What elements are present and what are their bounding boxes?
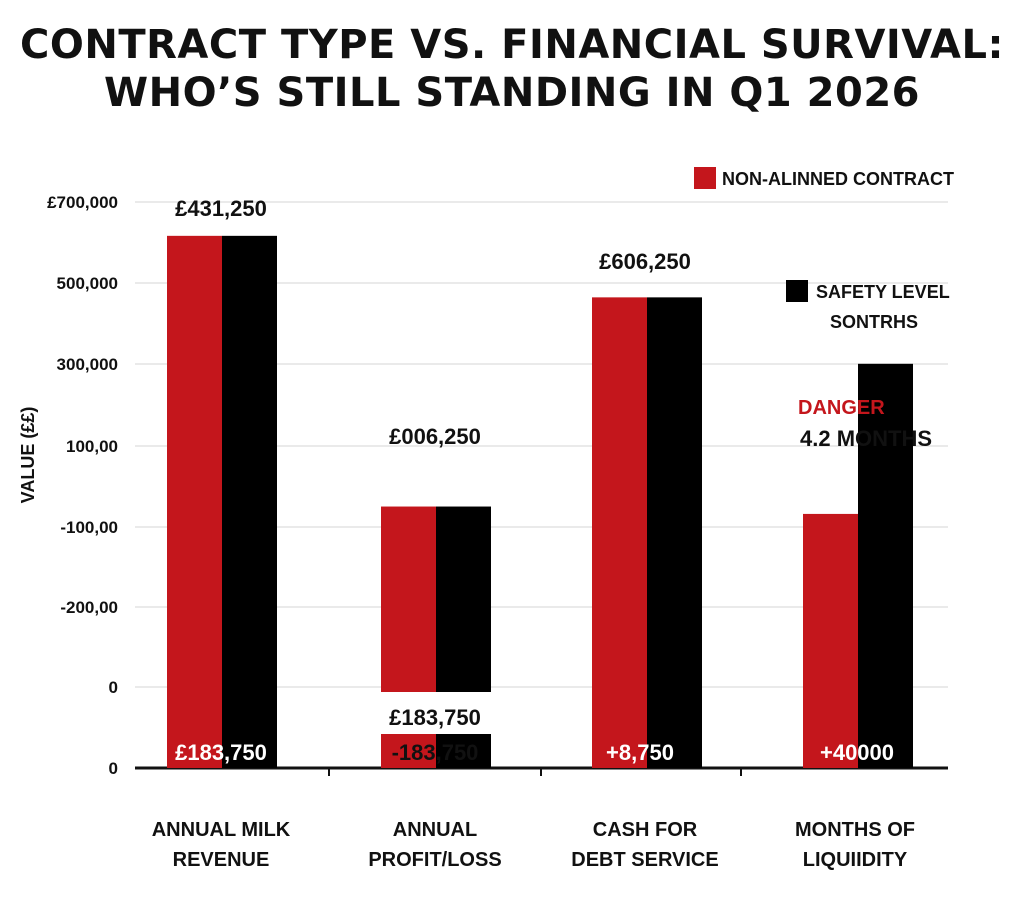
danger-label: DANGER [798,397,885,419]
y-tick-label: -100,00 [60,518,118,537]
bar-non-alinned-contract [803,513,858,768]
x-category-label: CASH FOR DEBT SERVICE [571,819,718,871]
profit-label-band [381,692,491,734]
y-tick-label: 100,00 [66,437,118,456]
bar-safety-level [647,297,702,768]
value-label-top: £431,250 [175,196,267,221]
y-tick-label: 300,000 [57,355,118,374]
value-label-bottom: +40000 [820,740,894,765]
value-label-bottom: £183,750 [389,705,481,730]
y-tick-label: 0 [109,759,118,778]
x-category-label: MONTHS OF LIQUIIDITY [795,819,915,871]
value-label-top: 4.2 MONTHS [800,426,932,451]
legend-label: SAFETY LEVEL SONTRHS [816,282,950,332]
y-tick-label: £700,000 [47,193,118,212]
x-category-label: ANNUAL MILK REVENUE [152,819,291,871]
bar-non-alinned-contract [592,297,647,768]
y-axis-label: VALUE (££) [18,407,38,504]
y-tick-label: 0 [109,678,118,697]
legend-swatch-red [694,167,716,189]
bar-safety-level [858,363,913,768]
value-label-top: £006,250 [389,424,481,449]
legend-swatch-black [786,280,808,302]
y-tick-label: -200,00 [60,598,118,617]
x-category-label: ANNUAL PROFIT/LOSS [368,819,501,871]
bar-non-alinned-contract [167,235,222,768]
chart-title-line: CONTRACT TYPE VS. FINANCIAL SURVIVAL: [20,22,1004,68]
chart-title-line: WHO’S STILL STANDING IN Q1 2026 [104,70,920,116]
value-label-top: £606,250 [599,249,691,274]
value-label-below: -183,750 [392,740,479,765]
value-label-bottom: +8,750 [606,740,674,765]
bar-safety-level [222,235,277,768]
y-tick-label: 500,000 [57,274,118,293]
value-label-bottom: £183,750 [175,740,267,765]
legend-label: NON-ALINNED CONTRACT [722,169,954,189]
